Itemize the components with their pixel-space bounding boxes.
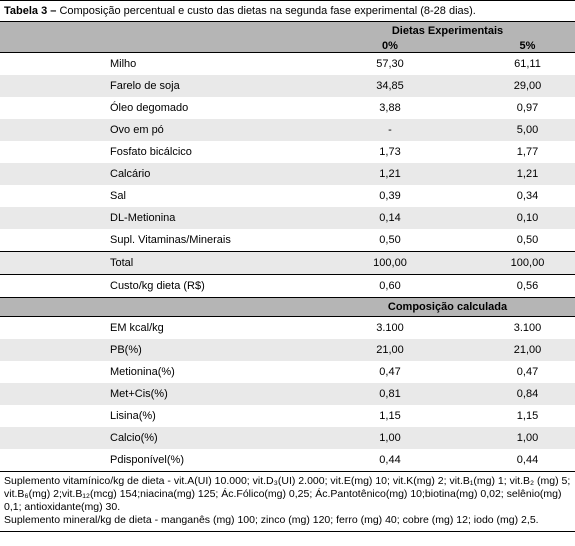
cost-v2: 0,56 <box>460 280 575 292</box>
table-row: DL-Metionina0,140,10 <box>0 207 575 229</box>
row-value-1: 1,73 <box>320 146 460 158</box>
table-row: EM kcal/kg3.1003.100 <box>0 317 575 339</box>
title-bold: Tabela 3 – <box>4 5 56 17</box>
total-row: Total 100,00 100,00 <box>0 251 575 275</box>
row-label: PB(%) <box>0 344 320 356</box>
footnotes: Suplemento vitamínico/kg de dieta - vit.… <box>0 471 575 532</box>
composition-header: Composição calculada <box>0 297 575 317</box>
row-value-2: 0,97 <box>460 102 575 114</box>
table-row: Supl. Vitaminas/Minerais0,500,50 <box>0 229 575 251</box>
row-value-2: 0,44 <box>460 454 575 466</box>
table-row: Metionina(%)0,470,47 <box>0 361 575 383</box>
total-v2: 100,00 <box>460 257 575 269</box>
row-value-1: 57,30 <box>320 58 460 70</box>
row-value-2: 0,84 <box>460 388 575 400</box>
table-row: Calcio(%)1,001,00 <box>0 427 575 449</box>
row-value-1: 3,88 <box>320 102 460 114</box>
table-row: Ovo em pó-5,00 <box>0 119 575 141</box>
footnote-1: Suplemento vitamínico/kg de dieta - vit.… <box>4 475 571 514</box>
table-row: Met+Cis(%)0,810,84 <box>0 383 575 405</box>
row-value-1: 0,50 <box>320 234 460 246</box>
row-value-1: 0,81 <box>320 388 460 400</box>
row-value-2: 5,00 <box>460 124 575 136</box>
header-spacer <box>0 22 320 40</box>
table-row: Lisina(%)1,151,15 <box>0 405 575 427</box>
row-label: DL-Metionina <box>0 212 320 224</box>
row-value-1: 1,15 <box>320 410 460 422</box>
row-value-2: 1,00 <box>460 432 575 444</box>
row-label: Fosfato bicálcico <box>0 146 320 158</box>
row-label: Metionina(%) <box>0 366 320 378</box>
row-value-2: 0,50 <box>460 234 575 246</box>
header-empty <box>0 40 320 52</box>
total-v1: 100,00 <box>320 257 460 269</box>
header-columns: 0% 5% <box>0 40 575 53</box>
table-row: Óleo degomado3,880,97 <box>0 97 575 119</box>
row-value-2: 29,00 <box>460 80 575 92</box>
row-label: Ovo em pó <box>0 124 320 136</box>
row-value-1: 3.100 <box>320 322 460 334</box>
row-value-1: 0,44 <box>320 454 460 466</box>
row-value-1: 21,00 <box>320 344 460 356</box>
composition-spacer <box>0 298 320 316</box>
title-text: Composição percentual e custo das dietas… <box>56 5 475 17</box>
row-value-2: 0,10 <box>460 212 575 224</box>
table-row: Sal0,390,34 <box>0 185 575 207</box>
row-label: Sal <box>0 190 320 202</box>
row-label: Óleo degomado <box>0 102 320 114</box>
row-label: EM kcal/kg <box>0 322 320 334</box>
row-label: Met+Cis(%) <box>0 388 320 400</box>
header-col1: 0% <box>320 40 460 52</box>
row-value-2: 0,47 <box>460 366 575 378</box>
cost-row: Custo/kg dieta (R$) 0,60 0,56 <box>0 275 575 297</box>
row-label: Calcio(%) <box>0 432 320 444</box>
row-value-1: 0,39 <box>320 190 460 202</box>
row-value-1: 0,47 <box>320 366 460 378</box>
table-container: Tabela 3 – Composição percentual e custo… <box>0 0 575 532</box>
row-value-1: 0,14 <box>320 212 460 224</box>
table-row: Pdisponível(%)0,440,44 <box>0 449 575 471</box>
row-value-1: - <box>320 124 460 136</box>
table-title: Tabela 3 – Composição percentual e custo… <box>0 0 575 22</box>
row-label: Lisina(%) <box>0 410 320 422</box>
table-row: Calcário1,211,21 <box>0 163 575 185</box>
table-row: Fosfato bicálcico1,731,77 <box>0 141 575 163</box>
header-group-label: Dietas Experimentais <box>320 22 575 40</box>
row-label: Calcário <box>0 168 320 180</box>
row-value-1: 34,85 <box>320 80 460 92</box>
row-label: Pdisponível(%) <box>0 454 320 466</box>
row-value-1: 1,00 <box>320 432 460 444</box>
header-group-row: Dietas Experimentais <box>0 22 575 40</box>
row-value-2: 61,11 <box>460 58 575 70</box>
row-value-2: 3.100 <box>460 322 575 334</box>
row-value-2: 1,77 <box>460 146 575 158</box>
table-row: Farelo de soja34,8529,00 <box>0 75 575 97</box>
row-value-1: 1,21 <box>320 168 460 180</box>
header-col2: 5% <box>460 40 575 52</box>
ingredients-section: Milho57,3061,11Farelo de soja34,8529,00Ó… <box>0 53 575 251</box>
total-label: Total <box>0 257 320 269</box>
composition-title: Composição calculada <box>320 298 575 316</box>
row-value-2: 1,21 <box>460 168 575 180</box>
footnote-2: Suplemento mineral/kg de dieta - manganê… <box>4 514 571 527</box>
composition-section: EM kcal/kg3.1003.100PB(%)21,0021,00Metio… <box>0 317 575 471</box>
row-value-2: 1,15 <box>460 410 575 422</box>
table-row: Milho57,3061,11 <box>0 53 575 75</box>
cost-v1: 0,60 <box>320 280 460 292</box>
row-label: Milho <box>0 58 320 70</box>
cost-label: Custo/kg dieta (R$) <box>0 280 320 292</box>
table-row: PB(%)21,0021,00 <box>0 339 575 361</box>
row-value-2: 21,00 <box>460 344 575 356</box>
row-label: Supl. Vitaminas/Minerais <box>0 234 320 246</box>
row-label: Farelo de soja <box>0 80 320 92</box>
row-value-2: 0,34 <box>460 190 575 202</box>
